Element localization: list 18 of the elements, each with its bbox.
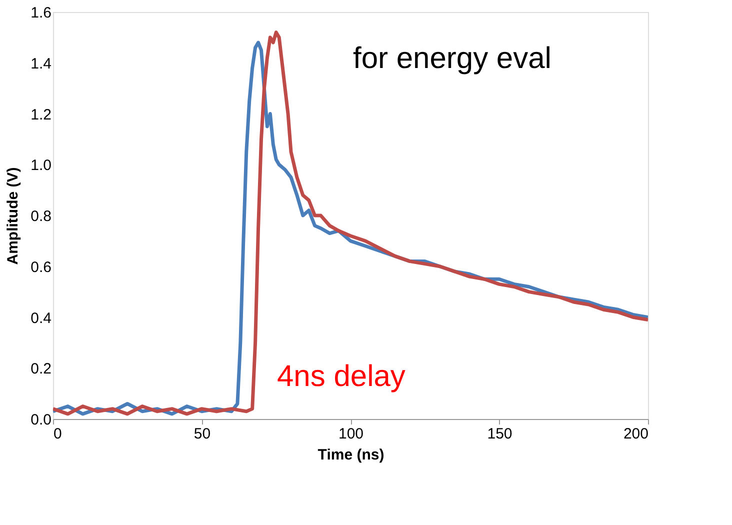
annotation: 4ns delay — [277, 360, 406, 393]
y-tick-label: 1.6 — [30, 4, 52, 22]
y-tick-label: 1.0 — [30, 157, 52, 174]
y-tick-label: 0.8 — [30, 208, 52, 225]
y-tick-label: 0.2 — [30, 360, 52, 378]
x-tick-label: 200 — [623, 426, 648, 442]
x-tick-label: 150 — [487, 426, 512, 442]
x-tick-label: 0 — [54, 426, 62, 442]
x-tick-label: 50 — [194, 426, 211, 442]
y-tick-label: 0.0 — [30, 412, 52, 428]
annotation: for energy eval — [353, 42, 552, 75]
y-tick-label: 1.4 — [30, 55, 52, 72]
x-tick-label: 100 — [338, 426, 364, 442]
y-tick-label: 0.6 — [30, 258, 52, 276]
x-axis-title: Time (ns) — [318, 446, 384, 464]
y-tick-label: 1.2 — [30, 106, 52, 124]
y-axis-title: Amplitude (V) — [4, 167, 22, 265]
y-tick-label: 0.4 — [30, 310, 52, 327]
